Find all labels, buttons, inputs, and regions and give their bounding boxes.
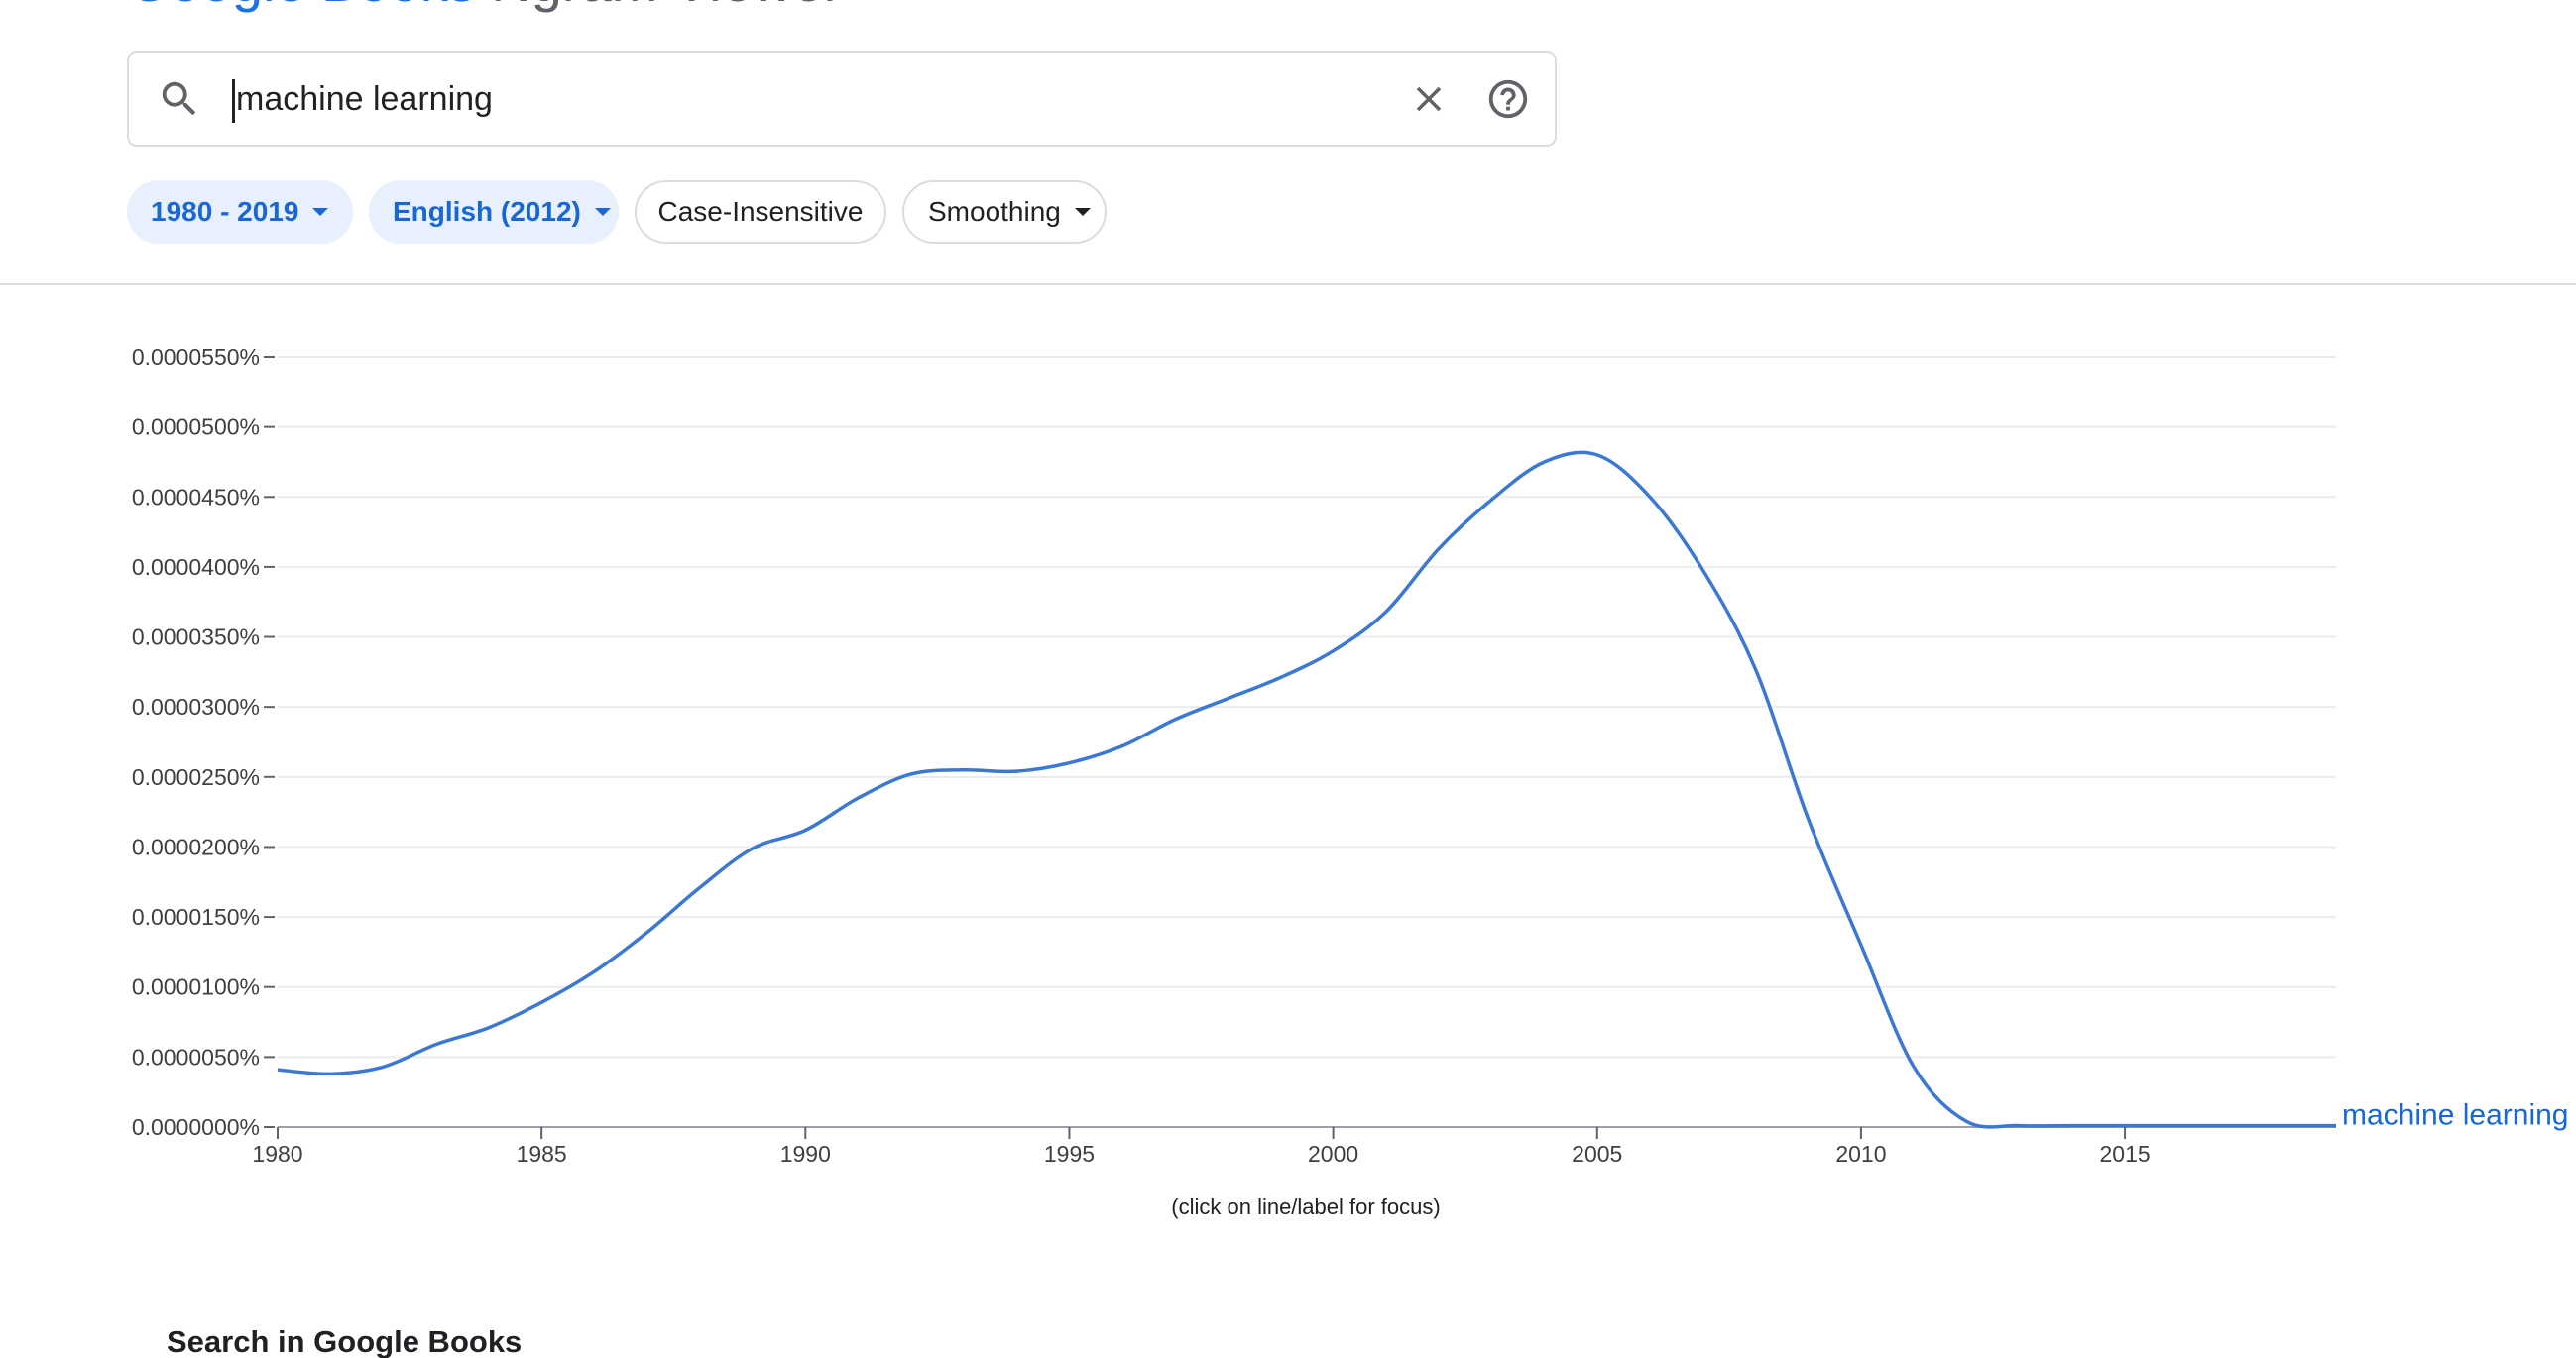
series-label-machine-learning[interactable]: machine learning [2342,1099,2568,1132]
help-icon[interactable] [1485,76,1531,122]
x-tick-label: 1980 [252,1141,302,1167]
y-tick-label: 0.0000500% [132,414,260,440]
clear-icon[interactable] [1408,78,1450,120]
page-title: Google Books Ngram Viewer [127,0,842,10]
search-input[interactable] [232,66,1465,132]
y-tick-label: 0.0000100% [132,974,260,1000]
y-tick-label: 0.0000200% [132,834,260,859]
chevron-down-icon [312,208,329,216]
chevron-down-icon [1074,208,1091,216]
year-range-label: 1980 - 2019 [151,196,299,227]
y-tick-label: 0.0000050% [132,1044,260,1070]
text-cursor [232,79,235,123]
title-part-google: Google Books [127,0,491,13]
smoothing-label: Smoothing [928,196,1061,227]
x-tick-label: 2010 [1835,1141,1886,1167]
y-tick-label: 0.0000300% [132,694,260,720]
focus-hint: (click on line/label for focus) [1171,1194,1441,1219]
case-insensitive-chip[interactable]: Case-Insensitive [635,180,886,244]
x-tick-label: 1985 [517,1141,567,1167]
y-tick-label: 0.0000250% [132,764,260,790]
title-part-ngram: Ngram Viewer [491,0,842,13]
x-tick-label: 2005 [1572,1141,1622,1167]
case-insensitive-label: Case-Insensitive [657,196,864,227]
year-range-chip[interactable]: 1980 - 2019 [127,180,353,244]
header-divider [0,283,2576,285]
y-tick-label: 0.0000550% [132,344,260,370]
y-tick-label: 0.0000150% [132,904,260,930]
x-tick-label: 2000 [1308,1141,1358,1167]
x-tick-label: 1990 [780,1141,831,1167]
chevron-down-icon [594,208,611,216]
x-tick-label: 2015 [2099,1141,2150,1167]
y-tick-label: 0.0000000% [132,1114,260,1140]
books-search-heading: Search in Google Books [167,1324,523,1358]
search-box [127,51,1557,147]
x-tick-label: 1995 [1044,1141,1095,1167]
search-icon[interactable] [157,76,202,122]
y-tick-label: 0.0000450% [132,484,260,509]
corpus-label: English (2012) [393,196,581,227]
y-tick-label: 0.0000400% [132,554,260,580]
y-tick-label: 0.0000350% [132,624,260,650]
series-line-machine-learning [277,450,2336,1129]
smoothing-chip[interactable]: Smoothing [902,180,1107,244]
ngram-chart: 0.0000000% 0.0000050% 0.0000100% 0.0000150%… [132,344,2569,1167]
corpus-chip[interactable]: English (2012) [369,180,619,244]
